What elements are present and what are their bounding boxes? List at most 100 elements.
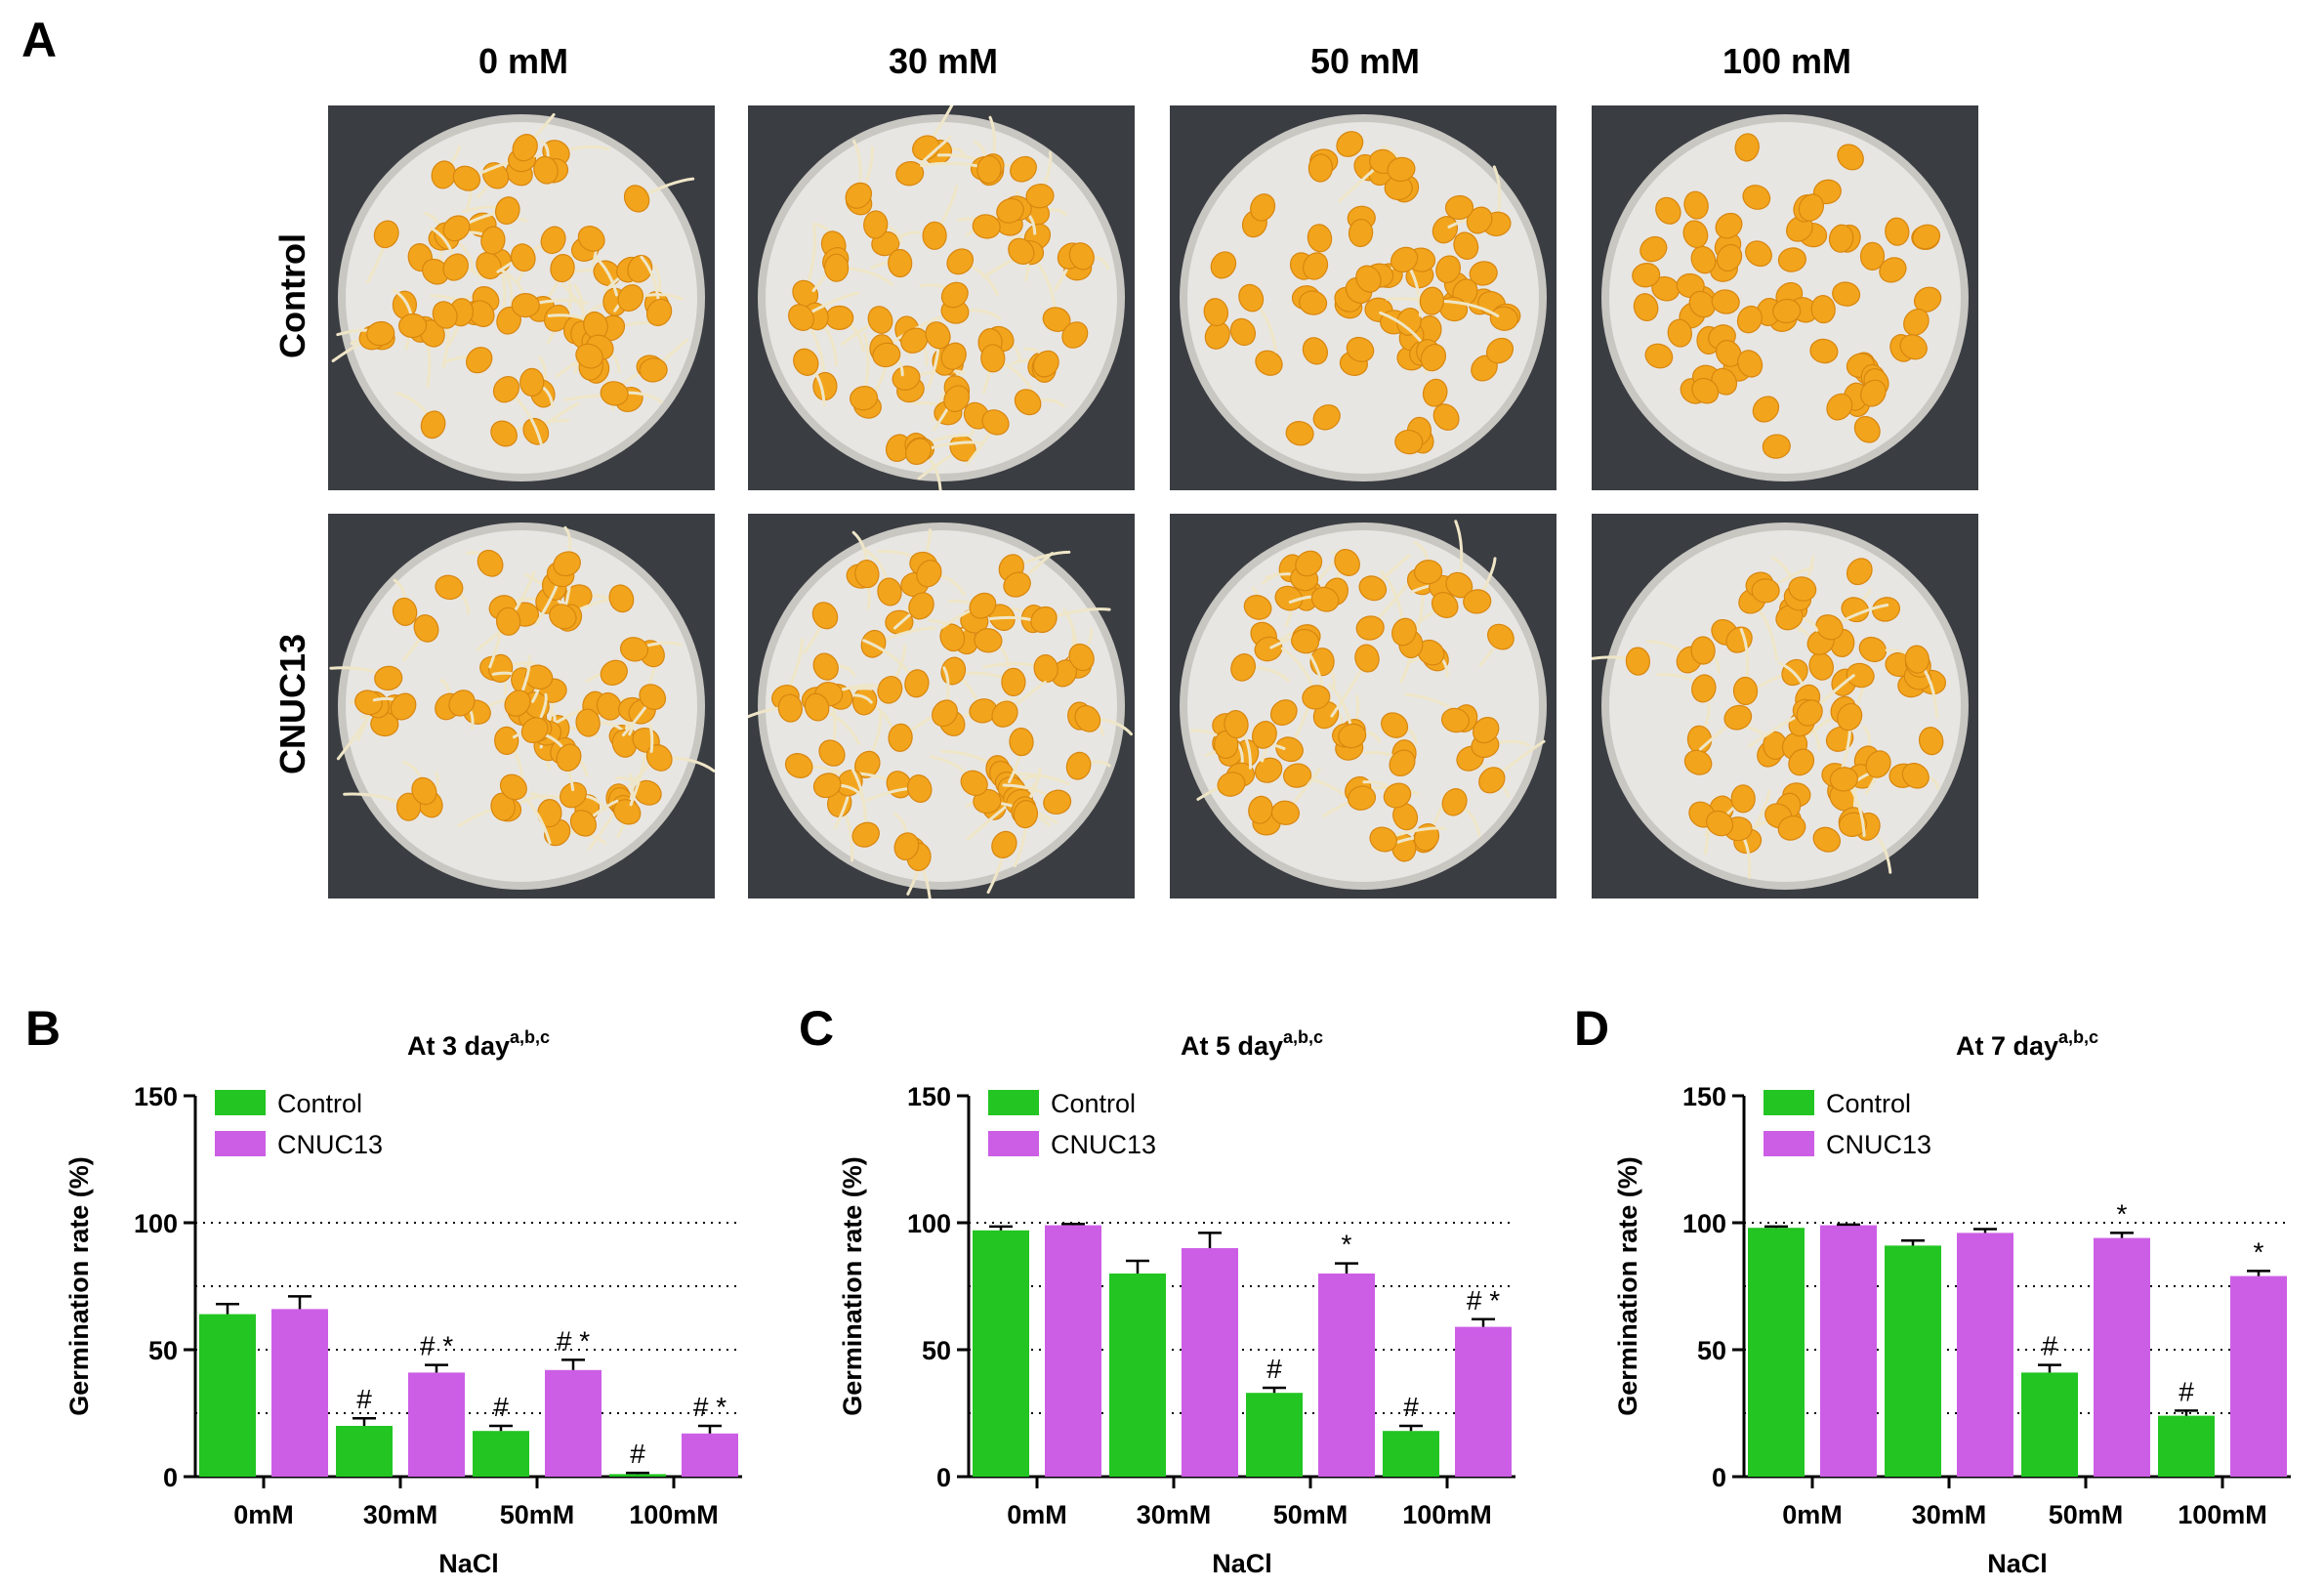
x-tick-label: 30mM: [1137, 1500, 1212, 1529]
y-axis-label: Germination rate (%): [838, 1156, 867, 1416]
panel-letter: D: [1574, 1001, 1609, 1056]
bar: [2158, 1415, 2215, 1477]
bar: [1885, 1245, 1941, 1477]
y-axis-label: Germination rate (%): [64, 1156, 94, 1416]
significance-mark: #: [1266, 1354, 1282, 1384]
panel-letter: C: [799, 1001, 834, 1056]
legend-label: Control: [277, 1089, 362, 1118]
legend-label: Control: [1051, 1089, 1136, 1118]
bar: [1109, 1274, 1166, 1477]
panel-a-letter: A: [21, 13, 58, 67]
significance-mark: # *: [557, 1325, 590, 1356]
significance-mark: #: [630, 1439, 645, 1469]
chart-title: At 5 daya,b,c: [1181, 1027, 1323, 1061]
x-tick-label: 100mM: [1402, 1500, 1492, 1529]
row-label-cnuc13: CNUC13: [272, 633, 312, 775]
x-tick-label: 50mM: [1273, 1500, 1349, 1529]
x-axis-label: NaCl: [1212, 1549, 1272, 1578]
x-tick-label: 0mM: [1782, 1500, 1843, 1529]
x-axis-label: NaCl: [1987, 1549, 2048, 1578]
seed-dish-photo: [748, 514, 1135, 898]
y-tick-label: 0: [1712, 1463, 1726, 1492]
seed-dish-photo: [1170, 514, 1556, 898]
legend-label: Control: [1826, 1089, 1911, 1118]
significance-mark: *: [2254, 1236, 2264, 1267]
legend-swatch: [1764, 1090, 1814, 1115]
bar: [336, 1426, 393, 1477]
x-tick-label: 0mM: [1007, 1500, 1067, 1529]
y-tick-label: 100: [134, 1209, 178, 1238]
bar: [1045, 1225, 1101, 1477]
seed-dish-photo: [328, 105, 715, 490]
x-tick-label: 30mM: [1912, 1500, 1987, 1529]
significance-mark: # *: [420, 1331, 453, 1361]
bar: [1318, 1274, 1375, 1477]
bar: [408, 1372, 465, 1477]
x-tick-label: 50mM: [500, 1500, 575, 1529]
x-tick-label: 100mM: [2178, 1500, 2267, 1529]
bar: [1957, 1233, 2013, 1477]
chart-at-3-day: B At 3 daya,b,c 0 50 100 150 Germination rate …: [25, 1001, 742, 1578]
significance-mark: # *: [693, 1392, 726, 1422]
chart-title: At 7 daya,b,c: [1956, 1027, 2098, 1061]
seed-dish-photo: [748, 105, 1135, 490]
panel-letter: B: [25, 1001, 61, 1056]
row-label-control: Control: [272, 233, 312, 358]
bar: [1182, 1248, 1238, 1477]
significance-mark: #: [1403, 1392, 1419, 1422]
seed-dish-photo: [1592, 105, 1978, 490]
y-tick-label: 150: [134, 1082, 178, 1111]
legend-swatch: [215, 1131, 266, 1156]
significance-mark: #: [493, 1392, 509, 1422]
bar: [545, 1369, 602, 1477]
bar: [271, 1309, 328, 1477]
legend-swatch: [1764, 1131, 1814, 1156]
seed-dish-photo: [1592, 514, 1978, 898]
x-tick-label: 50mM: [2049, 1500, 2124, 1529]
bar: [199, 1314, 256, 1477]
chart-title: At 3 daya,b,c: [407, 1027, 550, 1061]
significance-mark: #: [2042, 1331, 2057, 1361]
bar: [473, 1431, 529, 1477]
bar: [1383, 1431, 1439, 1477]
legend-swatch: [988, 1131, 1039, 1156]
bar: [609, 1474, 666, 1477]
y-tick-label: 100: [1682, 1209, 1726, 1238]
bar: [1748, 1228, 1805, 1477]
bar: [1246, 1393, 1303, 1477]
significance-mark: #: [2179, 1376, 2194, 1406]
chart-at-7-day: D At 7 daya,b,c 0 50 100 150 Germination rate …: [1574, 1001, 2291, 1578]
x-tick-label: 100mM: [629, 1500, 719, 1529]
legend-label: CNUC13: [1826, 1130, 1931, 1159]
x-tick-label: 30mM: [363, 1500, 438, 1529]
y-tick-label: 50: [922, 1336, 951, 1365]
significance-mark: # *: [1467, 1285, 1500, 1316]
bar: [2230, 1275, 2287, 1477]
legend-swatch: [988, 1090, 1039, 1115]
seed-dish-photo: [328, 514, 715, 898]
y-tick-label: 0: [163, 1463, 178, 1492]
y-tick-label: 50: [148, 1336, 178, 1365]
bar: [682, 1433, 738, 1477]
chart-at-5-day: C At 5 daya,b,c 0 50 100 150 Germination rate …: [799, 1001, 1515, 1578]
bar: [1455, 1326, 1512, 1477]
bar: [1820, 1225, 1877, 1477]
bar: [2021, 1372, 2078, 1477]
y-axis-label: Germination rate (%): [1613, 1156, 1642, 1416]
column-label-0mm: 0 mM: [477, 41, 569, 81]
column-label-50mm: 50 mM: [1309, 41, 1421, 81]
significance-mark: *: [2117, 1198, 2128, 1229]
legend-label: CNUC13: [1051, 1130, 1156, 1159]
bar: [2094, 1237, 2150, 1477]
y-tick-label: 150: [1682, 1082, 1726, 1111]
legend-swatch: [215, 1090, 266, 1115]
y-tick-label: 150: [907, 1082, 951, 1111]
column-label-100mm: 100 mM: [1722, 41, 1852, 81]
x-axis-label: NaCl: [438, 1549, 499, 1578]
column-label-30mm: 30 mM: [888, 41, 999, 81]
y-tick-label: 100: [907, 1209, 951, 1238]
bar: [973, 1230, 1029, 1477]
legend-label: CNUC13: [277, 1130, 383, 1159]
seed-dish-photo: [1170, 105, 1556, 490]
significance-mark: *: [1342, 1230, 1352, 1260]
